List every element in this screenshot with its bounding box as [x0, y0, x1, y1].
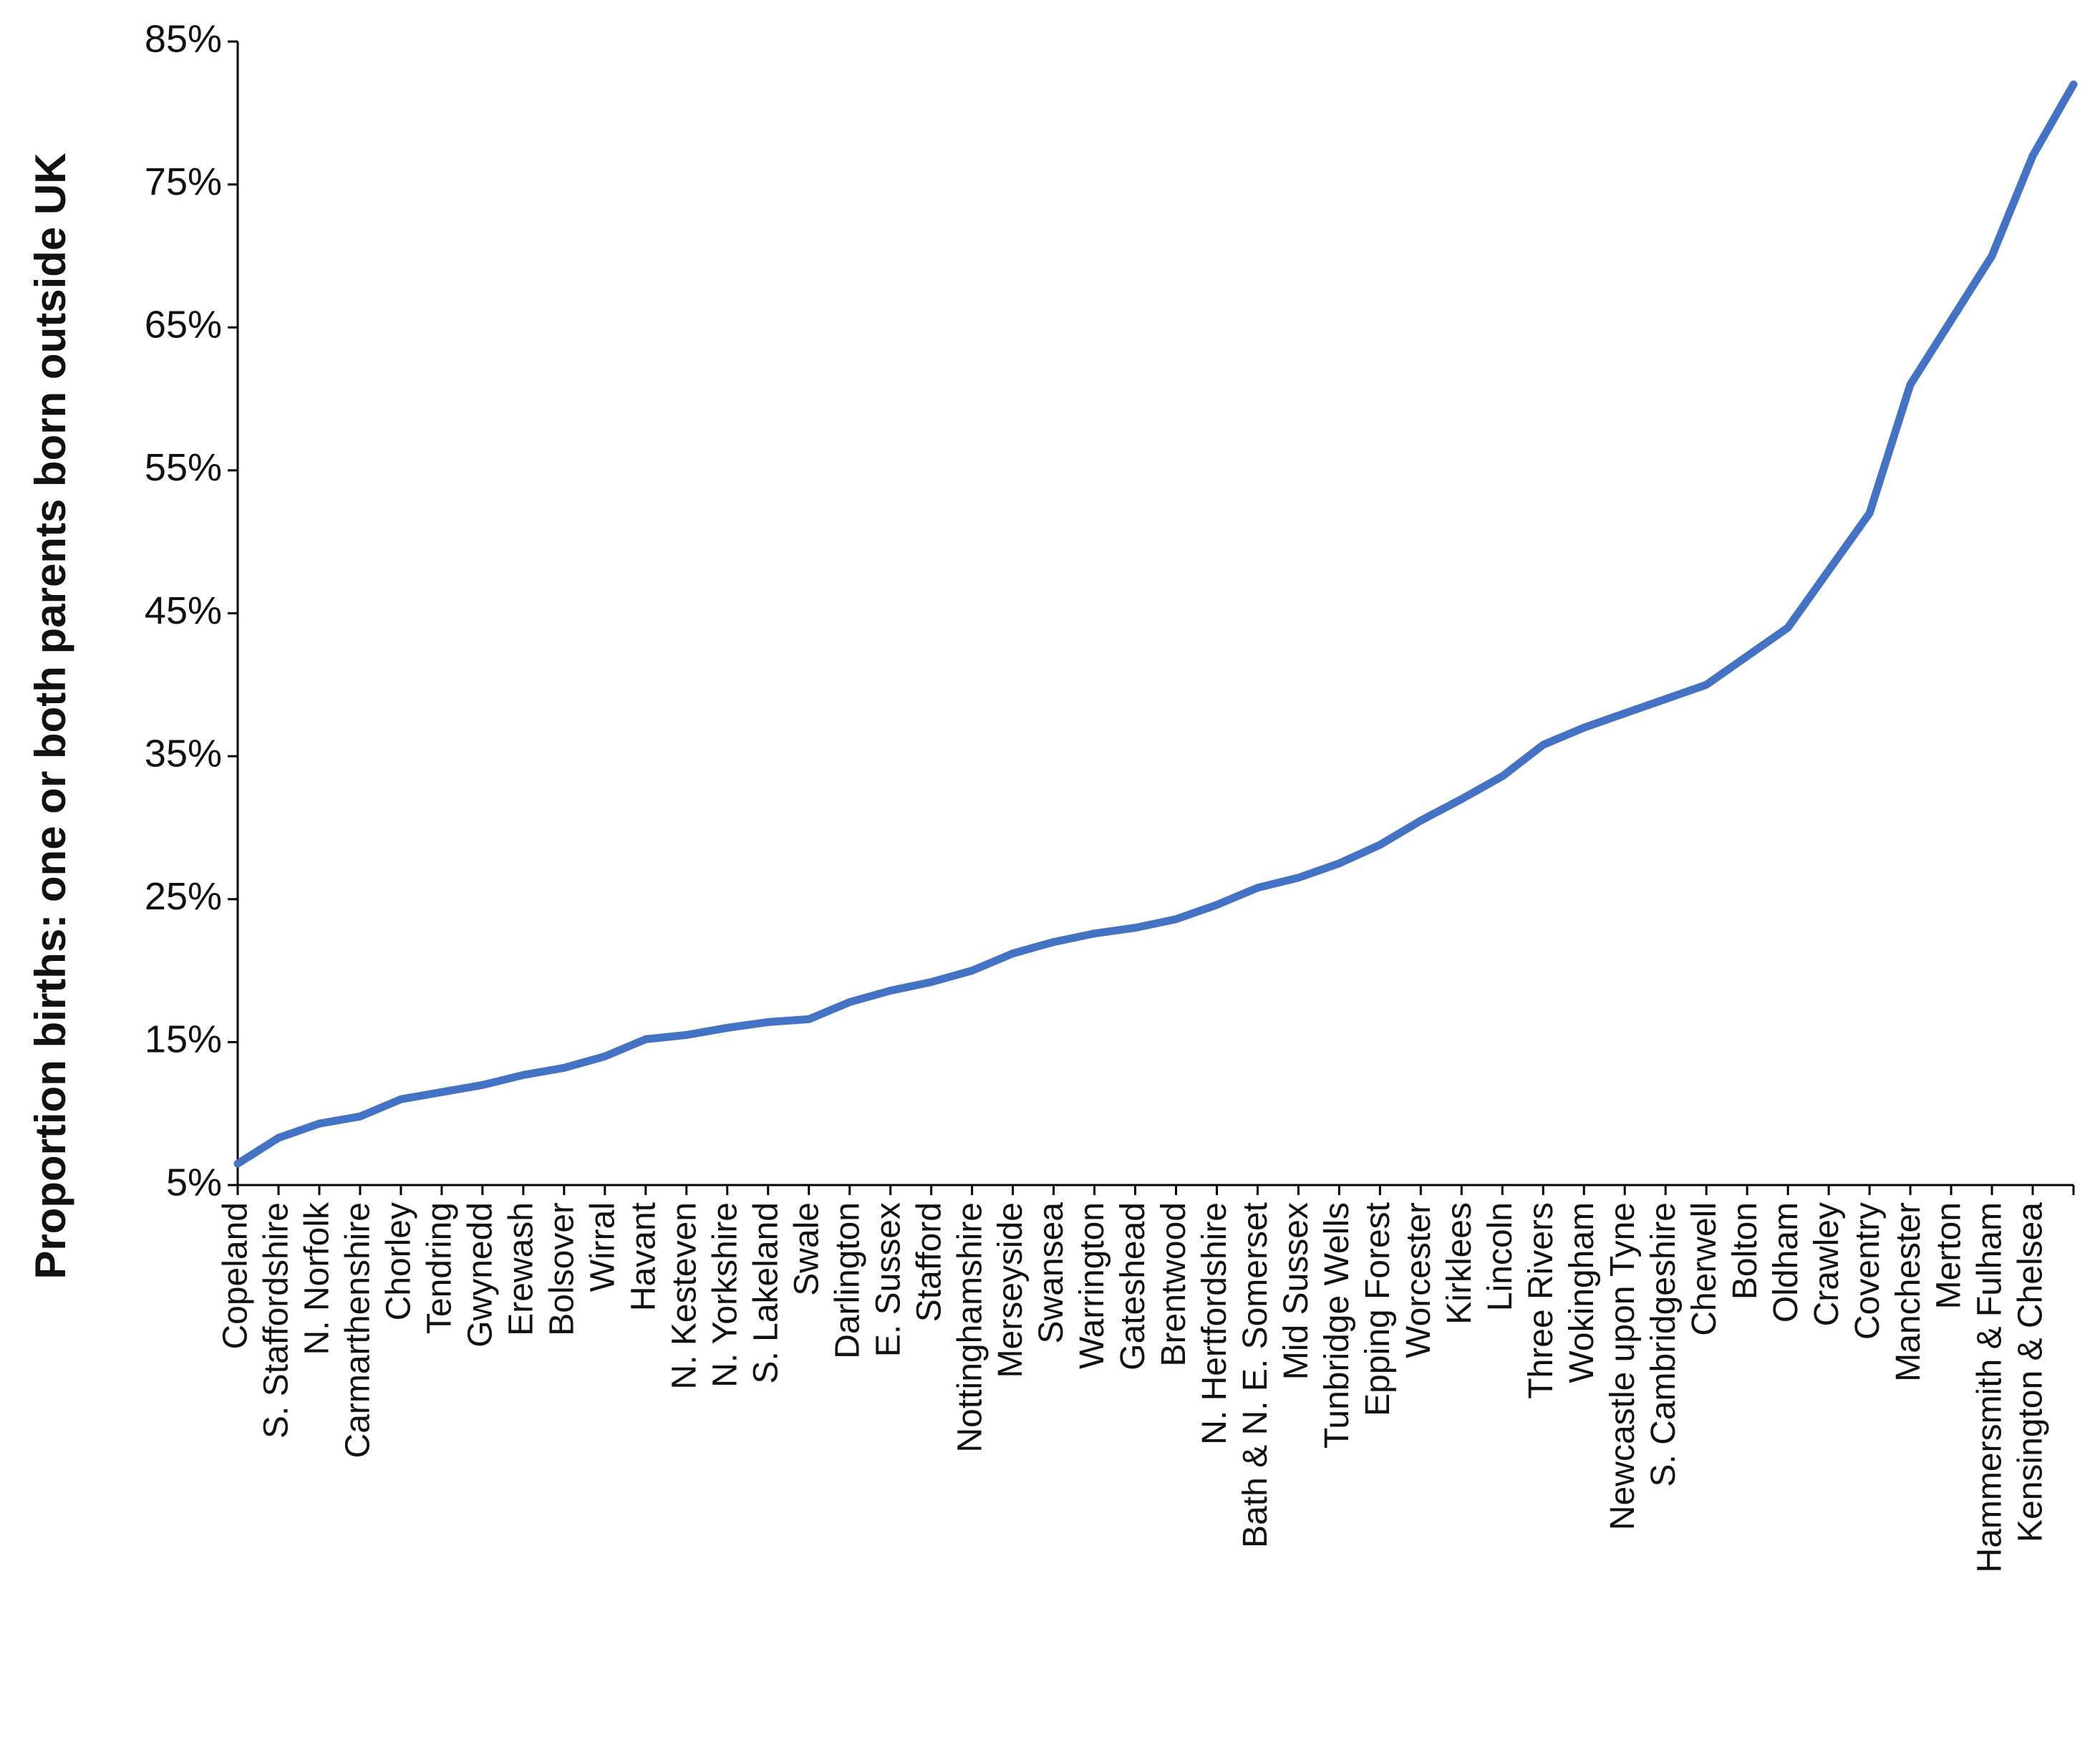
x-tick-label: Wokingham	[1563, 1202, 1601, 1383]
x-tick-label: Lincoln	[1481, 1202, 1519, 1311]
x-tick-label: N. Hertfordshire	[1196, 1202, 1234, 1445]
x-tick-label: Copeland	[217, 1202, 255, 1350]
y-tick-label: 65%	[145, 304, 222, 347]
y-tick-label: 25%	[145, 875, 222, 918]
x-tick-label: Wirral	[584, 1202, 621, 1292]
x-tick-label: S. Cambridgeshire	[1645, 1202, 1683, 1487]
x-tick-label: Warrington	[1073, 1202, 1111, 1369]
x-tick-label: Kirklees	[1441, 1202, 1479, 1325]
x-tick-label: Three Rivers	[1522, 1202, 1560, 1399]
x-tick-label: Cherwell	[1685, 1202, 1723, 1336]
x-tick-label: Chorley	[380, 1202, 418, 1320]
x-tick-label: Swansea	[1032, 1202, 1070, 1344]
x-tick-label: Crawley	[1808, 1202, 1846, 1326]
y-tick-label: 85%	[145, 17, 222, 60]
x-tick-label: N. Yorkshire	[706, 1202, 744, 1388]
y-tick-label: 15%	[145, 1018, 222, 1061]
x-tick-label: Tunbridge Wells	[1318, 1202, 1356, 1449]
x-tick-label: Bath & N. E. Somerset	[1237, 1202, 1274, 1548]
x-tick-label: Darlington	[828, 1202, 866, 1359]
x-tick-label: S. Lakeland	[747, 1202, 785, 1384]
x-tick-label: N. Norfolk	[299, 1202, 337, 1355]
x-tick-label: Bolton	[1726, 1202, 1764, 1300]
y-tick-label: 5%	[166, 1161, 222, 1204]
x-tick-label: E. Sussex	[869, 1202, 907, 1357]
x-tick-label: Swale	[788, 1202, 826, 1296]
x-tick-label: Gwynedd	[462, 1202, 500, 1348]
y-tick-label: 75%	[145, 160, 222, 203]
x-tick-label: Stafford	[910, 1202, 948, 1322]
x-tick-label: Coventry	[1849, 1202, 1887, 1340]
y-tick-label: 45%	[145, 589, 222, 632]
x-tick-label: Havant	[624, 1202, 662, 1311]
x-tick-label: Tendring	[421, 1202, 459, 1334]
x-tick-label: S. Staffordshire	[258, 1202, 296, 1439]
x-tick-label: N. Kesteven	[665, 1202, 703, 1389]
x-tick-label: Mid Sussex	[1277, 1202, 1315, 1380]
x-tick-label: Worcester	[1400, 1202, 1438, 1358]
x-tick-label: Merton	[1930, 1202, 1968, 1309]
x-tick-label: Hammersmith & Fulham	[1971, 1202, 2009, 1572]
y-tick-label: 35%	[145, 732, 222, 775]
x-tick-label: Erewash	[503, 1202, 541, 1336]
x-tick-label: Epping Forest	[1359, 1202, 1397, 1416]
x-tick-label: Nottinghamshire	[951, 1202, 989, 1453]
x-tick-label: Oldham	[1767, 1202, 1805, 1323]
data-line	[233, 80, 2078, 1168]
x-tick-label: Kensington & Chelsea	[2012, 1202, 2050, 1542]
x-tick-label: Manchester	[1889, 1202, 1927, 1382]
x-tick-label: Newcastle upon Tyne	[1604, 1202, 1642, 1530]
y-tick-label: 55%	[145, 446, 222, 489]
x-tick-label: Gateshead	[1114, 1202, 1152, 1371]
y-axis-title: Proportion births: one or both parents b…	[26, 153, 74, 1279]
x-tick-label: Merseyside	[992, 1202, 1030, 1378]
x-tick-label: Bolsover	[543, 1202, 581, 1336]
x-tick-label: Brentwood	[1155, 1202, 1193, 1366]
x-tick-label: Carmarthenshire	[339, 1202, 377, 1458]
